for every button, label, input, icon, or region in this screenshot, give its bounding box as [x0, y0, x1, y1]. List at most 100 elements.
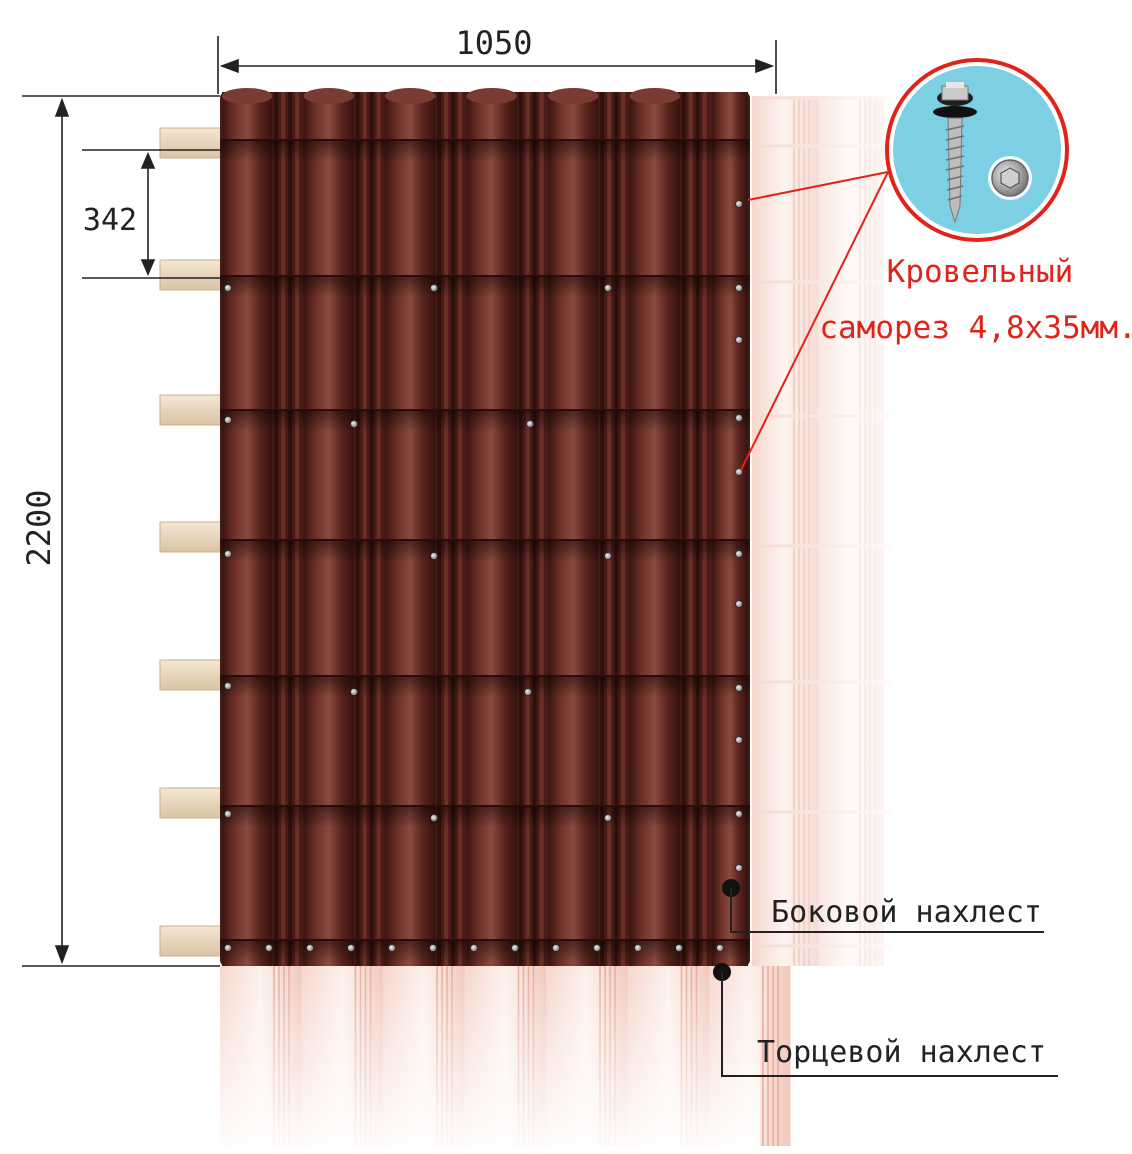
screw: [735, 284, 743, 292]
screw-thread-icon: [945, 125, 965, 201]
sheet-step: [220, 276, 750, 298]
sheet-rib: [274, 92, 279, 966]
batten: [159, 521, 225, 553]
screw: [552, 944, 560, 952]
screw: [265, 944, 273, 952]
screw: [388, 944, 396, 952]
side-overlap-callout: [722, 879, 1044, 933]
batten-step-dimension: [82, 149, 220, 279]
sheet-step: [220, 140, 750, 162]
sheet-rib: [532, 92, 537, 966]
sheet-wave: [222, 92, 273, 966]
width-dimension: [217, 36, 777, 94]
sheet-cap: [303, 88, 355, 104]
roofing-screw-icon: [933, 82, 977, 224]
sheet-cap: [385, 88, 436, 104]
sheet-rib: [295, 92, 300, 966]
end-overlap-label: Торцевой нахлест: [757, 1035, 1046, 1070]
screw: [716, 944, 724, 952]
ghost-fade: [752, 92, 892, 968]
batten: [159, 259, 225, 291]
screw: [604, 284, 612, 292]
screw: [604, 552, 612, 560]
sheet-rib: [621, 92, 626, 966]
width-dimension-label: 1050: [455, 24, 532, 62]
sheet-step: [220, 940, 750, 962]
batten: [159, 394, 225, 426]
sheet-rib: [437, 92, 442, 966]
screw: [735, 600, 743, 608]
screw-head-icon: [988, 156, 1032, 200]
screw: [224, 944, 232, 952]
sheet-rib: [281, 92, 286, 966]
screw: [224, 416, 232, 424]
sheet-rib: [355, 92, 360, 966]
screw: [735, 336, 743, 344]
screw: [735, 414, 743, 422]
battens: [159, 127, 225, 957]
sheet-rib: [614, 92, 619, 966]
screw: [634, 944, 642, 952]
sheet-wave: [548, 92, 599, 966]
screw: [735, 864, 743, 872]
screw: [735, 810, 743, 818]
screw: [526, 420, 534, 428]
sheet-wave: [303, 92, 355, 966]
sheet-screws: [224, 200, 743, 952]
screw-callout-line1: Кровельный: [887, 254, 1074, 290]
sheet-rib: [451, 92, 456, 966]
screw: [224, 284, 232, 292]
sheet-rib: [702, 92, 707, 966]
screw: [470, 944, 478, 952]
sheet-step: [220, 540, 750, 562]
sheet-cap: [222, 88, 273, 104]
screw: [735, 684, 743, 692]
screw: [350, 420, 358, 428]
screw: [593, 944, 601, 952]
sheet-rib: [369, 92, 374, 966]
batten: [159, 127, 225, 159]
adjacent-sheet-right: [752, 92, 892, 968]
sheet-wave-edge: [712, 92, 748, 966]
screw: [524, 688, 532, 696]
sheet-rib: [376, 92, 381, 966]
screw: [675, 944, 683, 952]
screw-callout: [740, 58, 1069, 471]
screw: [735, 468, 743, 476]
sheet-step: [220, 806, 750, 828]
sheet-rib: [444, 92, 449, 966]
sheet-cap: [548, 88, 599, 104]
screw: [430, 814, 438, 822]
sheet-step: [220, 676, 750, 698]
batten-step-label: 342: [83, 203, 137, 238]
ghost-fade: [220, 966, 760, 1150]
sheet-rib: [600, 92, 605, 966]
sheet-rib: [288, 92, 293, 966]
screw: [735, 200, 743, 208]
screw: [224, 550, 232, 558]
sheet-rib: [539, 92, 544, 966]
sheet-rib: [362, 92, 367, 966]
sheet-rib: [688, 92, 693, 966]
sheet-rib: [695, 92, 700, 966]
screw: [511, 944, 519, 952]
height-dimension-label: 2200: [20, 489, 58, 566]
sheet-rib: [458, 92, 463, 966]
metal-tile-sheet: [220, 88, 750, 966]
screw: [306, 944, 314, 952]
sheet-cap: [466, 88, 518, 104]
sheet-rib: [607, 92, 612, 966]
sheet-wave: [466, 92, 518, 966]
batten: [159, 659, 225, 691]
sheet-step: [220, 410, 750, 432]
screw: [224, 810, 232, 818]
screw-callout-line2: саморез 4,8х35мм.: [819, 310, 1132, 346]
screw: [735, 736, 743, 744]
end-overlap-callout: [713, 963, 1058, 1077]
sheet-wave: [385, 92, 436, 966]
batten: [159, 925, 225, 957]
sheet-rib: [681, 92, 686, 966]
screw: [735, 550, 743, 558]
